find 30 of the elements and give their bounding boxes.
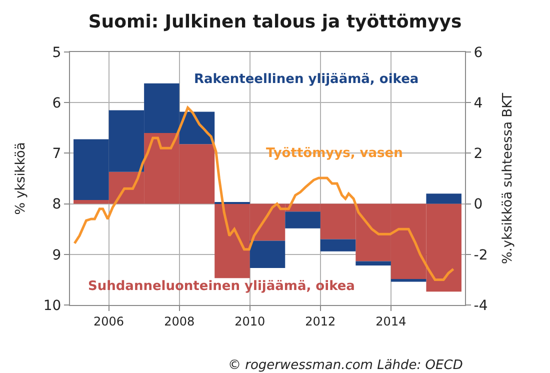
y-tick-label: 9 (52, 247, 62, 264)
series-label: Rakenteellinen ylijäämä, oikea (194, 72, 419, 87)
y-tick-label: 6 (52, 96, 62, 112)
y2-tick-label: 0 (474, 196, 483, 213)
y2-tick-label: -4 (474, 298, 488, 314)
y2-tick-label: 2 (474, 146, 483, 162)
y2-tick-label: 4 (474, 96, 483, 112)
bar (426, 194, 462, 204)
chart-title: Suomi: Julkinen talous ja työttömyys (88, 12, 462, 33)
x-tick-label: 2008 (164, 314, 195, 328)
y2-tick-label: -2 (474, 247, 488, 264)
y2-tick-label: 6 (474, 44, 483, 61)
y2-axis-title: %.yksikköä suhteessa BKT (500, 92, 516, 264)
y-tick-label: 8 (52, 196, 62, 213)
y-tick-label: 5 (52, 44, 62, 61)
x-tick-label: 2006 (94, 314, 124, 328)
x-tick-label: 2010 (234, 314, 266, 328)
x-tick-label: 2012 (305, 314, 336, 328)
y-tick-label: 7 (52, 146, 62, 162)
series-label: Työttömyys, vasen (266, 146, 403, 161)
series-label: Suhdanneluonteinen ylijäämä, oikea (88, 279, 355, 294)
bar (250, 240, 286, 268)
x-tick-label: 2014 (376, 314, 406, 328)
y-tick-label: 10 (43, 298, 62, 314)
y-axis-title: % yksikköä (13, 142, 28, 215)
bar (320, 239, 356, 252)
text: © rogerwessman.com Lähde: OECD (228, 358, 463, 373)
line-series (73, 106, 455, 281)
bar (356, 261, 391, 266)
bar (285, 212, 320, 228)
